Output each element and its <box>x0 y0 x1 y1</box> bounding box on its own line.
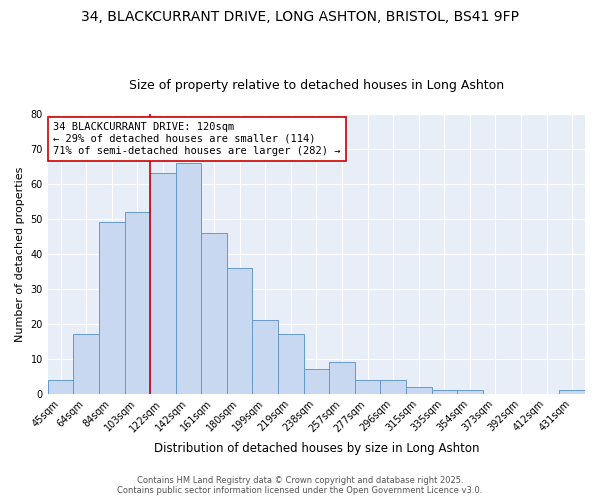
Title: Size of property relative to detached houses in Long Ashton: Size of property relative to detached ho… <box>129 79 504 92</box>
X-axis label: Distribution of detached houses by size in Long Ashton: Distribution of detached houses by size … <box>154 442 479 455</box>
Bar <box>150 174 176 394</box>
Bar <box>355 380 380 394</box>
Bar <box>278 334 304 394</box>
Text: 34 BLACKCURRANT DRIVE: 120sqm
← 29% of detached houses are smaller (114)
71% of : 34 BLACKCURRANT DRIVE: 120sqm ← 29% of d… <box>53 122 341 156</box>
Bar <box>329 362 355 394</box>
Bar <box>125 212 150 394</box>
Bar <box>73 334 99 394</box>
Bar <box>253 320 278 394</box>
Y-axis label: Number of detached properties: Number of detached properties <box>15 166 25 342</box>
Bar <box>99 222 125 394</box>
Bar <box>406 387 431 394</box>
Bar <box>304 370 329 394</box>
Bar <box>176 163 201 394</box>
Bar <box>227 268 253 394</box>
Bar <box>559 390 585 394</box>
Text: 34, BLACKCURRANT DRIVE, LONG ASHTON, BRISTOL, BS41 9FP: 34, BLACKCURRANT DRIVE, LONG ASHTON, BRI… <box>81 10 519 24</box>
Bar <box>380 380 406 394</box>
Bar <box>457 390 482 394</box>
Text: Contains HM Land Registry data © Crown copyright and database right 2025.
Contai: Contains HM Land Registry data © Crown c… <box>118 476 482 495</box>
Bar <box>431 390 457 394</box>
Bar <box>201 233 227 394</box>
Bar <box>48 380 73 394</box>
